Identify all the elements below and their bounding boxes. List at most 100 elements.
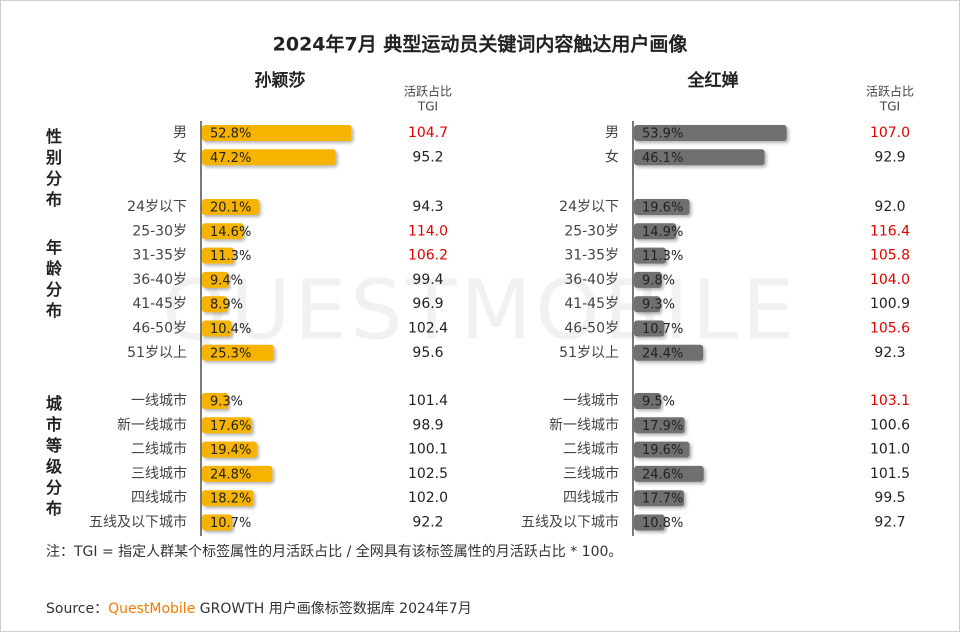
bar bbox=[202, 247, 235, 264]
value-label: 24.4% bbox=[642, 346, 683, 361]
value-label: 24.8% bbox=[210, 467, 251, 482]
tgi-value: 102.0 bbox=[408, 490, 448, 506]
category-label: 36-40岁 bbox=[564, 272, 619, 288]
value-label: 14.6% bbox=[210, 225, 251, 240]
tgi-value: 92.2 bbox=[412, 515, 443, 531]
category-label: 新一线城市 bbox=[549, 416, 619, 433]
bar bbox=[634, 247, 667, 264]
category-label: 女 bbox=[173, 148, 187, 165]
value-label: 25.3% bbox=[210, 346, 251, 361]
tgi-value: 106.2 bbox=[408, 248, 448, 264]
category-label: 24岁以下 bbox=[127, 199, 187, 215]
bar bbox=[202, 490, 254, 507]
category-label: 46-50岁 bbox=[564, 321, 619, 337]
category-label: 五线及以下城市 bbox=[89, 514, 187, 531]
tgi-value: 104.0 bbox=[870, 272, 910, 288]
tgi-value: 100.9 bbox=[870, 296, 910, 312]
category-label: 一线城市 bbox=[131, 392, 187, 409]
tgi-value: 105.6 bbox=[870, 321, 910, 337]
bar bbox=[202, 417, 252, 434]
group-label: 年龄分布 bbox=[46, 238, 63, 320]
value-label: 9.3% bbox=[642, 298, 675, 313]
category-label: 51岁以上 bbox=[127, 345, 187, 361]
tgi-value: 100.1 bbox=[408, 442, 448, 458]
tgi-value: 94.3 bbox=[412, 199, 443, 215]
source-brand: QuestMobile bbox=[108, 601, 196, 617]
value-label: 10.8% bbox=[642, 516, 683, 531]
value-label: 9.3% bbox=[210, 395, 243, 410]
bar bbox=[202, 223, 244, 240]
tgi-value: 101.4 bbox=[408, 393, 448, 409]
bar bbox=[202, 393, 229, 409]
value-label: 19.6% bbox=[642, 201, 683, 216]
bar bbox=[634, 344, 704, 361]
value-label: 17.9% bbox=[642, 419, 683, 434]
value-label: 9.5% bbox=[642, 395, 675, 410]
group-label: 城市等级分布 bbox=[46, 394, 63, 518]
page-title: 2024年7月 典型运动员关键词内容触达用户画像 bbox=[273, 33, 689, 56]
tgi-value: 92.0 bbox=[874, 199, 905, 215]
bar bbox=[634, 296, 661, 313]
bar bbox=[634, 465, 704, 482]
tgi-value: 92.7 bbox=[874, 515, 905, 531]
category-label: 四线城市 bbox=[563, 489, 619, 506]
category-label: 25-30岁 bbox=[564, 223, 619, 239]
category-label: 46-50岁 bbox=[132, 321, 187, 337]
tgi-value: 96.9 bbox=[412, 296, 443, 312]
tgi-value: 99.5 bbox=[874, 490, 905, 506]
bar bbox=[202, 441, 257, 458]
category-label: 51岁以上 bbox=[559, 345, 619, 361]
value-label: 17.7% bbox=[642, 492, 683, 507]
value-label: 52.8% bbox=[210, 127, 251, 142]
tgi-value: 104.7 bbox=[408, 125, 448, 141]
bar bbox=[634, 320, 665, 337]
tgi-value: 102.5 bbox=[408, 466, 448, 482]
tgi-value: 116.4 bbox=[870, 223, 910, 239]
tgi-header: TGI bbox=[879, 100, 900, 114]
value-label: 14.9% bbox=[642, 225, 683, 240]
tgi-value: 107.0 bbox=[870, 125, 910, 141]
category-label: 36-40岁 bbox=[132, 272, 187, 288]
tgi-value: 92.3 bbox=[874, 345, 905, 361]
value-label: 11.3% bbox=[210, 249, 251, 264]
value-label: 20.1% bbox=[210, 201, 251, 216]
value-label: 46.1% bbox=[642, 151, 683, 166]
source: Source：QuestMobile GROWTH 用户画像标签数据库 2024… bbox=[46, 598, 472, 618]
tgi-header: TGI bbox=[417, 100, 438, 114]
category-label: 四线城市 bbox=[131, 489, 187, 506]
value-label: 19.4% bbox=[210, 443, 251, 458]
group-label: 性别分布 bbox=[46, 127, 63, 209]
bar bbox=[634, 441, 690, 458]
tgi-value: 101.0 bbox=[870, 442, 910, 458]
tgi-value: 103.1 bbox=[870, 393, 910, 409]
category-label: 五线及以下城市 bbox=[521, 514, 619, 531]
bar bbox=[634, 490, 685, 507]
bar bbox=[202, 199, 259, 215]
tgi-value: 92.9 bbox=[874, 149, 905, 165]
value-label: 24.6% bbox=[642, 467, 683, 482]
bar bbox=[634, 514, 665, 531]
tgi-value: 105.8 bbox=[870, 248, 910, 264]
bar bbox=[202, 149, 336, 166]
bar bbox=[634, 271, 662, 288]
tgi-value: 102.4 bbox=[408, 321, 448, 337]
bar bbox=[202, 320, 232, 337]
tgi-header: 活跃占比 bbox=[404, 84, 452, 99]
category-label: 41-45岁 bbox=[564, 296, 619, 312]
source-prefix: Source： bbox=[46, 601, 109, 617]
value-label: 9.4% bbox=[210, 273, 243, 288]
chart-title: 孙颖莎 bbox=[255, 70, 306, 91]
category-label: 24岁以下 bbox=[559, 199, 619, 215]
bar bbox=[202, 296, 228, 313]
bar bbox=[634, 125, 787, 141]
tgi-value: 95.6 bbox=[412, 345, 443, 361]
bar bbox=[202, 125, 352, 141]
category-label: 二线城市 bbox=[131, 441, 187, 458]
value-label: 11.3% bbox=[642, 249, 683, 264]
bar bbox=[634, 223, 677, 240]
category-label: 男 bbox=[173, 125, 187, 141]
value-label: 18.2% bbox=[210, 492, 251, 507]
category-label: 一线城市 bbox=[563, 392, 619, 409]
